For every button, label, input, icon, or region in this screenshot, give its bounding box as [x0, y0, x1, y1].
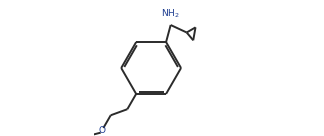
Text: NH$_2$: NH$_2$ [161, 7, 180, 20]
Text: O: O [98, 126, 105, 135]
